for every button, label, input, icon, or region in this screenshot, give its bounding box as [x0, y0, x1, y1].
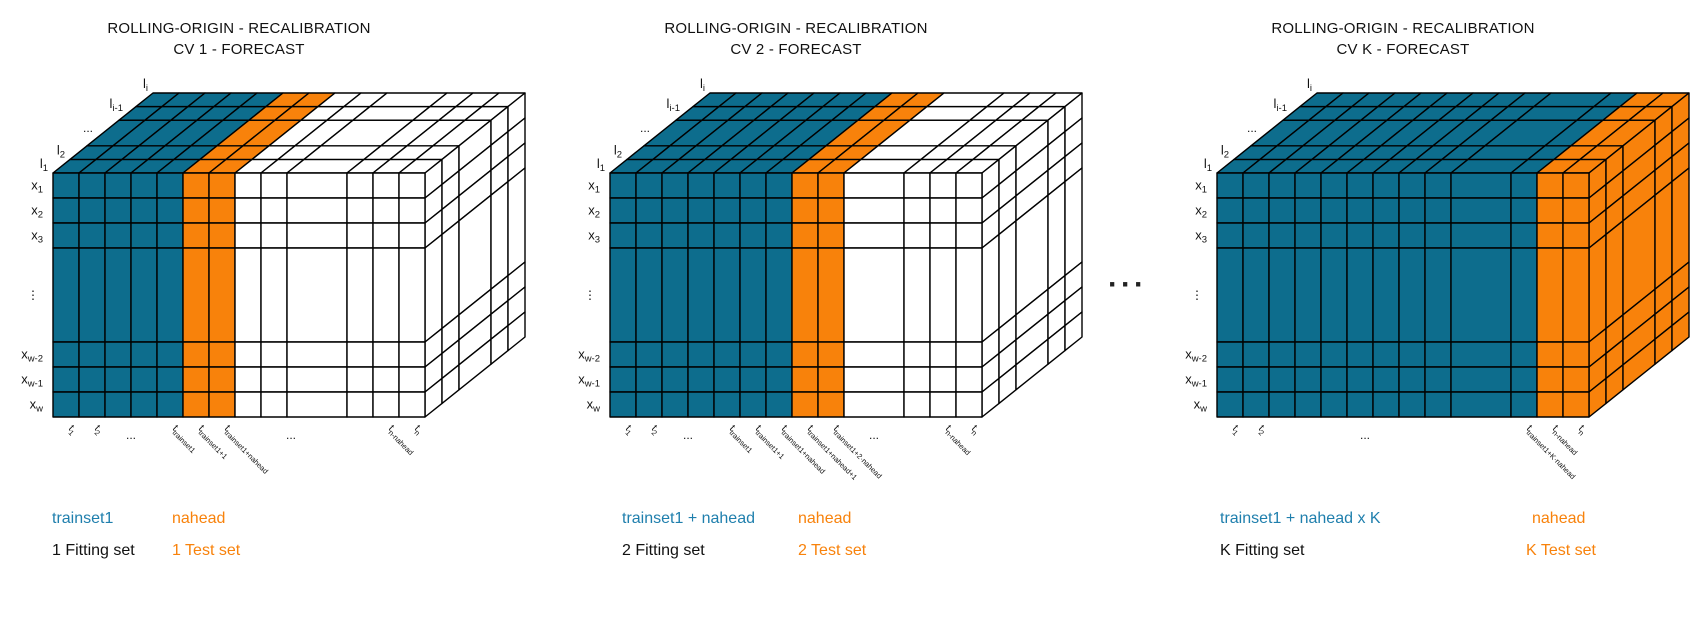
- svg-text:xw-2: xw-2: [21, 347, 43, 365]
- svg-text:t2: t2: [90, 423, 105, 438]
- svg-text:t1: t1: [621, 423, 636, 438]
- svg-text:tn: tn: [1574, 423, 1589, 438]
- svg-text:li-1: li-1: [1274, 96, 1287, 114]
- svg-text:t1: t1: [64, 423, 79, 438]
- svg-text:ttrainset1: ttrainset1: [725, 423, 757, 455]
- svg-text:xw: xw: [1194, 397, 1208, 415]
- legend-fitting-set-label: 2 Fitting set: [622, 542, 705, 559]
- svg-text:ttrainset1+nahead: ttrainset1+nahead: [220, 423, 273, 476]
- svg-text:x3: x3: [1195, 228, 1207, 246]
- ellipsis-separator: ···: [1108, 268, 1147, 301]
- svg-text:x3: x3: [588, 228, 600, 246]
- panel-title: ROLLING-ORIGIN - RECALIBRATION CV K - FO…: [1217, 18, 1589, 60]
- legend-test-set-label: 1 Test set: [172, 542, 241, 559]
- svg-text:...: ...: [286, 428, 296, 442]
- legend-fitting-set-label: K Fitting set: [1220, 542, 1305, 559]
- svg-text:l2: l2: [1221, 142, 1229, 160]
- legend-nahead-label: nahead: [798, 510, 852, 527]
- svg-text:t2: t2: [647, 423, 662, 438]
- cube-diagram: x1 x2 x3 ⋮ xw-2 xw-1 xw l1 l2... li-1 li t1 t2 ... ttr…: [578, 76, 1083, 482]
- legend-test-set-label: 2 Test set: [798, 542, 867, 559]
- svg-text:x1: x1: [588, 178, 600, 196]
- panel-title-line1: ROLLING-ORIGIN - RECALIBRATION: [1271, 20, 1535, 37]
- panel-title-line1: ROLLING-ORIGIN - RECALIBRATION: [107, 20, 371, 37]
- svg-text:x2: x2: [588, 203, 600, 221]
- cv-panel-1: ROLLING-ORIGIN - RECALIBRATION CV 1 - FO…: [0, 0, 540, 625]
- svg-text:l1: l1: [1204, 156, 1212, 174]
- legend-trainset-label: trainset1 + nahead: [622, 510, 755, 527]
- svg-text:l2: l2: [57, 142, 65, 160]
- svg-text:xw-2: xw-2: [578, 347, 600, 365]
- svg-text:li-1: li-1: [110, 96, 123, 114]
- svg-text:l1: l1: [597, 156, 605, 174]
- svg-text:...: ...: [640, 121, 650, 135]
- svg-text:li: li: [700, 76, 705, 94]
- svg-text:xw-1: xw-1: [1185, 372, 1207, 390]
- svg-text:x3: x3: [31, 228, 43, 246]
- panel-title-line2: CV K - FORECAST: [1336, 41, 1470, 58]
- legend-nahead-label: nahead: [1532, 510, 1586, 527]
- svg-text:l2: l2: [614, 142, 622, 160]
- svg-text:⋮: ⋮: [27, 288, 39, 302]
- cube-diagram: x1 x2 x3 ⋮ xw-2 xw-1 xw l1 l2... li-1 li t1 t2 ... ttr…: [21, 76, 526, 476]
- svg-text:x1: x1: [1195, 178, 1207, 196]
- svg-text:ttrainset1: ttrainset1: [168, 423, 200, 455]
- legend-nahead-label: nahead: [172, 510, 226, 527]
- panel-title-line2: CV 2 - FORECAST: [730, 41, 862, 58]
- svg-text:...: ...: [1360, 428, 1370, 442]
- svg-text:xw: xw: [587, 397, 601, 415]
- svg-text:xw-1: xw-1: [578, 372, 600, 390]
- svg-text:x2: x2: [1195, 203, 1207, 221]
- svg-text:xw-2: xw-2: [1185, 347, 1207, 365]
- cv-panel-2: ROLLING-ORIGIN - RECALIBRATION CV 2 - FO…: [540, 0, 1084, 625]
- legend-test-set-label: K Test set: [1526, 542, 1596, 559]
- svg-text:tn: tn: [410, 423, 425, 438]
- svg-text:li: li: [1307, 76, 1312, 94]
- svg-text:x1: x1: [31, 178, 43, 196]
- svg-text:tn: tn: [967, 423, 982, 438]
- svg-text:tn-nahead: tn-nahead: [384, 423, 418, 457]
- svg-text:tn-nahead: tn-nahead: [941, 423, 975, 457]
- svg-text:t1: t1: [1228, 423, 1243, 438]
- svg-text:⋮: ⋮: [584, 288, 596, 302]
- svg-text:xw: xw: [30, 397, 44, 415]
- svg-text:...: ...: [869, 428, 879, 442]
- svg-text:x2: x2: [31, 203, 43, 221]
- svg-text:...: ...: [126, 428, 136, 442]
- svg-text:⋮: ⋮: [1191, 288, 1203, 302]
- legend-trainset-label: trainset1 + nahead x K: [1220, 510, 1381, 527]
- panel-title-line2: CV 1 - FORECAST: [173, 41, 305, 58]
- panel-title: ROLLING-ORIGIN - RECALIBRATION CV 2 - FO…: [610, 18, 982, 60]
- svg-text:...: ...: [83, 121, 93, 135]
- svg-text:xw-1: xw-1: [21, 372, 43, 390]
- svg-text:...: ...: [1247, 121, 1257, 135]
- legend-fitting-set-label: 1 Fitting set: [52, 542, 135, 559]
- cv-panel-k: ROLLING-ORIGIN - RECALIBRATION CV K - FO…: [1084, 0, 1704, 625]
- svg-text:li-1: li-1: [667, 96, 680, 114]
- svg-text:...: ...: [683, 428, 693, 442]
- svg-text:t2: t2: [1254, 423, 1269, 438]
- panel-title-line1: ROLLING-ORIGIN - RECALIBRATION: [664, 20, 928, 37]
- panel-title: ROLLING-ORIGIN - RECALIBRATION CV 1 - FO…: [53, 18, 425, 60]
- svg-text:l1: l1: [40, 156, 48, 174]
- legend-trainset-label: trainset1: [52, 510, 114, 527]
- svg-text:li: li: [143, 76, 148, 94]
